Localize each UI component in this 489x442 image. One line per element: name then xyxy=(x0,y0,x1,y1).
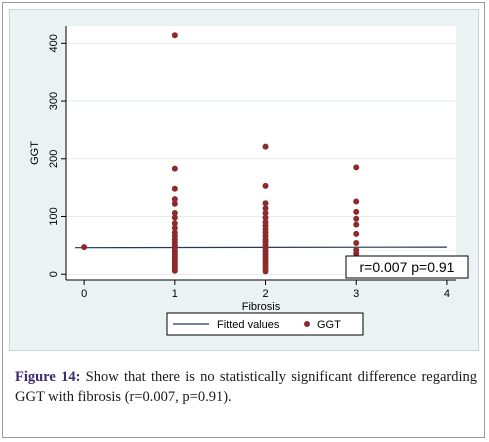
data-point xyxy=(353,215,360,222)
data-point xyxy=(262,214,269,221)
stats-annotation-text: r=0.007 p=0.91 xyxy=(360,259,455,275)
x-tick-label: 4 xyxy=(444,288,450,300)
y-tick-label: 400 xyxy=(48,34,60,52)
data-point xyxy=(171,196,178,203)
y-tick-label: 100 xyxy=(48,207,60,225)
data-point xyxy=(262,182,269,189)
caption-label: Figure 14: xyxy=(15,369,81,385)
legend-box xyxy=(166,312,364,336)
data-point xyxy=(353,230,360,237)
caption-text: Show that there is no statistically sign… xyxy=(15,369,478,405)
x-axis-title: Fibrosis xyxy=(242,301,281,313)
data-point xyxy=(171,165,178,172)
data-point xyxy=(171,185,178,192)
data-point xyxy=(81,244,88,251)
figure-frame: 0 100 200 300 400 0 1 2 3 4 Fibrosis GGT r=0.007 p=0… xyxy=(2,2,485,438)
data-point xyxy=(353,221,360,228)
data-point xyxy=(353,240,360,247)
chart-panel: 0 100 200 300 400 0 1 2 3 4 Fibrosis GGT r=0.007 p=0… xyxy=(9,9,479,351)
x-tick-label: 1 xyxy=(172,288,178,300)
data-point xyxy=(262,210,269,217)
data-point xyxy=(353,164,360,171)
data-point xyxy=(171,210,178,217)
x-tick-label: 0 xyxy=(81,288,87,300)
legend-label-ggt: GGT xyxy=(317,319,341,331)
data-point xyxy=(262,200,269,207)
data-point xyxy=(262,268,269,275)
fitted-values-line xyxy=(75,246,447,249)
y-tick-label: 300 xyxy=(48,92,60,110)
data-point xyxy=(262,143,269,150)
data-point xyxy=(171,225,178,232)
plot-area xyxy=(66,26,456,280)
legend-marker-swatch xyxy=(304,321,310,327)
scatter-chart: 0 100 200 300 400 0 1 2 3 4 Fibrosis GGT r=0.007 p=0… xyxy=(29,26,469,336)
x-tick-label: 2 xyxy=(262,288,268,300)
data-point xyxy=(353,208,360,215)
data-point xyxy=(171,200,178,207)
data-point xyxy=(353,198,360,205)
stats-annotation-box xyxy=(345,255,469,279)
figure-caption: Figure 14: Show that there is no statist… xyxy=(15,367,477,407)
data-point xyxy=(171,220,178,227)
data-point xyxy=(262,205,269,212)
y-tick-label: 200 xyxy=(48,150,60,168)
data-point xyxy=(171,32,178,39)
y-tick-label: 0 xyxy=(48,271,60,277)
data-point xyxy=(171,214,178,221)
y-axis-title: GGT xyxy=(29,141,41,165)
data-point xyxy=(171,267,178,274)
legend-label-fitted-values: Fitted values xyxy=(217,319,280,331)
x-tick-label: 3 xyxy=(353,288,359,300)
